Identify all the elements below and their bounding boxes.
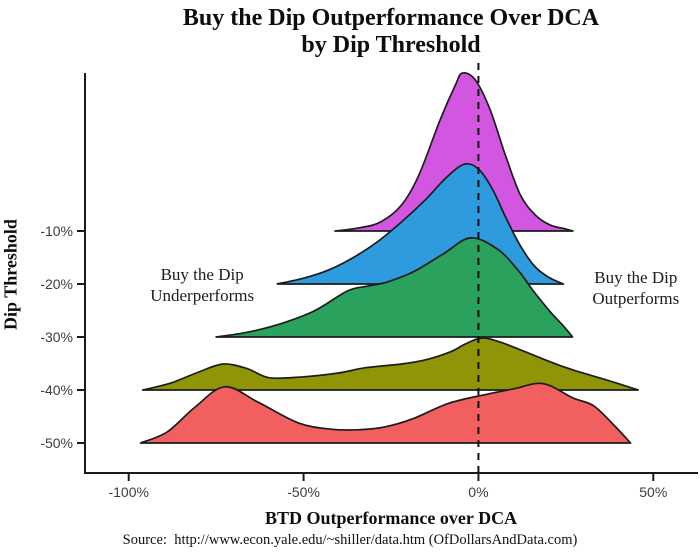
- ridge-minus-50pct: [139, 382, 632, 444]
- y-tick-label: -20%: [40, 276, 73, 292]
- ridge-minus-10pct: [334, 72, 574, 232]
- ridge-minus-40pct: [141, 337, 640, 391]
- chart-title-line1: Buy the Dip Outperformance Over DCA: [182, 5, 600, 31]
- y-tick-label: -30%: [40, 329, 73, 345]
- x-tick-label: -100%: [108, 484, 148, 500]
- x-tick-label: 50%: [639, 484, 667, 500]
- annotation-underperforms-line2: Underperforms: [150, 286, 254, 305]
- chart-title: Buy the Dip Outperformance Over DCA by D…: [85, 5, 697, 59]
- y-tick-label: -40%: [40, 382, 73, 398]
- y-tick-label: -10%: [40, 223, 73, 239]
- annotation-outperforms-line1: Buy the Dip: [594, 268, 677, 287]
- y-tick-label: -50%: [40, 435, 73, 451]
- ridge-minus-30pct: [215, 237, 574, 338]
- chart-title-line2: by Dip Threshold: [301, 31, 481, 58]
- x-tick-label: -50%: [287, 484, 320, 500]
- annotation-outperforms-line2: Outperforms: [592, 289, 679, 308]
- annotation-underperforms-line1: Buy the Dip: [161, 265, 244, 284]
- x-tick-label: 0%: [468, 484, 488, 500]
- x-axis-title: BTD Outperformance over DCA: [264, 508, 518, 528]
- source-note: Source: http://www.econ.yale.edu/~shille…: [122, 532, 578, 548]
